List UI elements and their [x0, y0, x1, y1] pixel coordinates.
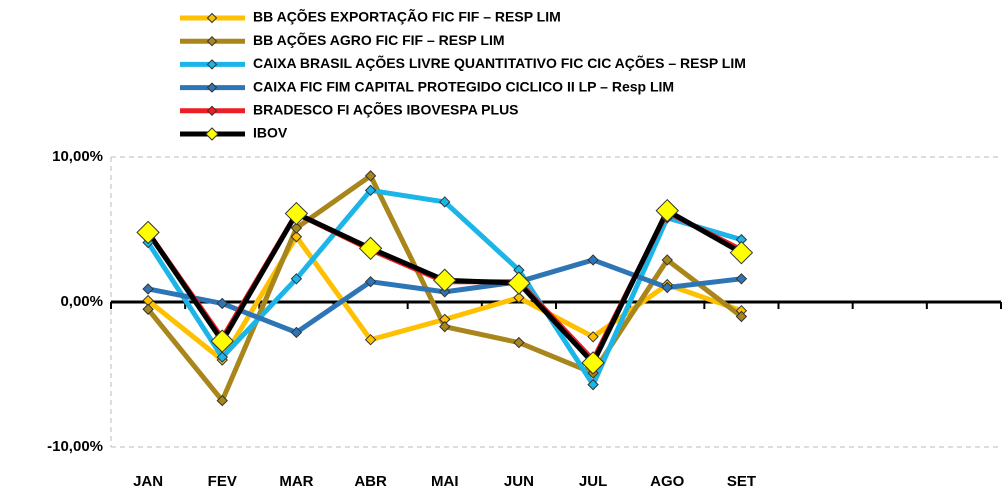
legend-label: BB AÇÕES AGRO FIC FIF – RESP LIM [253, 31, 505, 48]
legend-marker [206, 82, 218, 93]
point-marker [364, 333, 377, 346]
legend-label: BRADESCO FI AÇÕES IBOVESPA PLUS [253, 101, 519, 118]
y-tick-label: -10,00% [47, 438, 103, 455]
x-tick-label: MAR [279, 473, 313, 490]
legend-marker [206, 35, 218, 47]
x-tick-label: MAI [431, 473, 459, 490]
x-tick-label: JAN [133, 473, 163, 490]
legend-marker [206, 12, 218, 24]
point-marker [587, 254, 599, 266]
point-marker [655, 198, 679, 223]
x-tick-label: JUN [504, 473, 534, 490]
legend-marker [206, 105, 218, 117]
point-marker [581, 351, 605, 375]
point-marker [513, 336, 525, 349]
point-marker [735, 310, 748, 323]
x-tick-label: AGO [650, 473, 685, 490]
legend-label: IBOV [253, 125, 288, 141]
point-marker [433, 268, 457, 292]
point-marker [735, 273, 748, 285]
legend: BB AÇÕES EXPORTAÇÃO FIC FIF – RESP LIM BB… [180, 8, 746, 141]
point-marker [364, 184, 377, 197]
y-tick-label: 0,00% [60, 293, 103, 310]
point-marker [661, 254, 673, 266]
point-marker [587, 378, 599, 391]
point-marker [284, 201, 309, 226]
point-marker [439, 320, 451, 333]
legend-label: CAIXA FIC FIM CAPITAL PROTEGIDO CICLICO … [253, 78, 674, 94]
legend-marker [206, 59, 218, 70]
point-marker [290, 326, 303, 339]
point-marker [290, 222, 303, 234]
legend-label: BB AÇÕES EXPORTAÇÃO FIC FIF – RESP LIM [253, 8, 561, 25]
point-marker [439, 196, 451, 208]
point-marker [507, 271, 531, 295]
point-marker [216, 351, 228, 363]
legend-label: CAIXA BRASIL AÇÕES LIVRE QUANTITATIVO FI… [253, 54, 746, 71]
point-marker [142, 283, 154, 295]
point-marker [216, 297, 228, 310]
point-marker [358, 236, 383, 261]
point-marker [142, 303, 154, 315]
point-marker [364, 170, 377, 182]
point-marker [136, 220, 160, 245]
point-marker [290, 231, 303, 243]
point-marker [513, 291, 525, 304]
point-marker [661, 281, 673, 294]
point-marker [729, 240, 754, 265]
y-tick-label: 10,00% [52, 148, 103, 165]
x-tick-label: FEV [208, 473, 237, 490]
x-tick-label: ABR [354, 473, 387, 490]
point-marker [216, 394, 228, 407]
point-marker [290, 273, 303, 285]
point-marker [210, 329, 234, 353]
x-tick-label: SET [727, 473, 756, 490]
point-marker [364, 275, 377, 288]
point-marker [587, 331, 599, 343]
legend-marker [205, 127, 219, 141]
x-tick-label: JUL [579, 473, 607, 490]
